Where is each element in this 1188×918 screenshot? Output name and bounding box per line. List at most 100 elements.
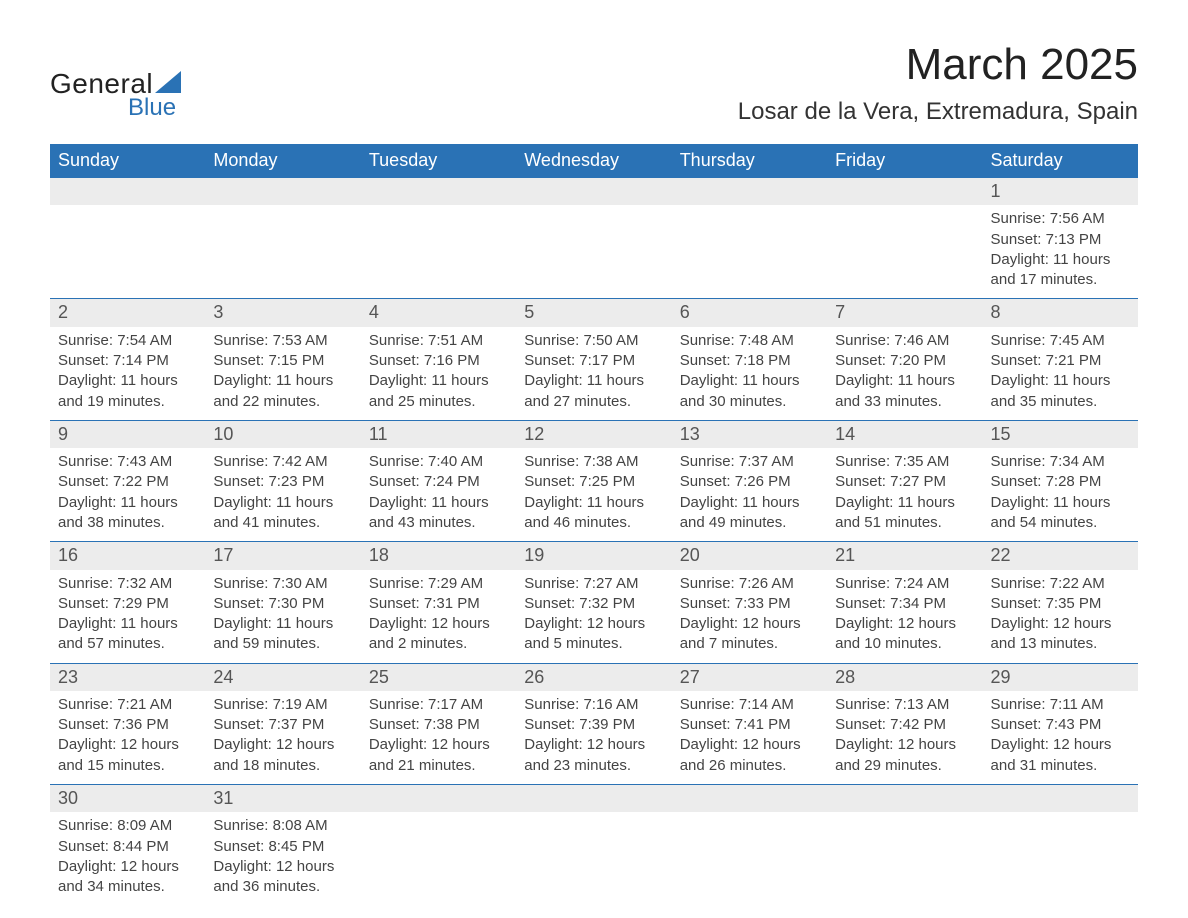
day-data	[672, 812, 827, 894]
day-number: 2	[50, 299, 205, 326]
day-cell-data	[516, 812, 671, 905]
day-number: 6	[672, 299, 827, 326]
day-cell-num: 8	[983, 299, 1138, 327]
day-number: 13	[672, 421, 827, 448]
day-number: 17	[205, 542, 360, 569]
day-data	[50, 205, 205, 287]
day-cell-num: 11	[361, 420, 516, 448]
day-data	[672, 205, 827, 287]
sunrise-text: Sunrise: 7:45 AM	[991, 331, 1130, 351]
sunrise-text: Sunrise: 7:19 AM	[213, 695, 352, 715]
daylight-text: Daylight: 12 hours and 36 minutes.	[213, 857, 352, 898]
day-data: Sunrise: 7:50 AMSunset: 7:17 PMDaylight:…	[516, 327, 671, 420]
day-data: Sunrise: 7:38 AMSunset: 7:25 PMDaylight:…	[516, 448, 671, 541]
daylight-text: Daylight: 11 hours and 17 minutes.	[991, 250, 1130, 291]
day-cell-num: 4	[361, 299, 516, 327]
daylight-text: Daylight: 12 hours and 7 minutes.	[680, 614, 819, 655]
day-data: Sunrise: 7:13 AMSunset: 7:42 PMDaylight:…	[827, 691, 982, 784]
day-cell-data: Sunrise: 7:14 AMSunset: 7:41 PMDaylight:…	[672, 691, 827, 785]
day-cell-data: Sunrise: 7:50 AMSunset: 7:17 PMDaylight:…	[516, 327, 671, 421]
day-cell-num: 17	[205, 542, 360, 570]
sunset-text: Sunset: 8:45 PM	[213, 837, 352, 857]
day-data: Sunrise: 7:29 AMSunset: 7:31 PMDaylight:…	[361, 570, 516, 663]
daylight-text: Daylight: 11 hours and 35 minutes.	[991, 371, 1130, 412]
day-cell-num	[516, 178, 671, 206]
daylight-text: Daylight: 11 hours and 25 minutes.	[369, 371, 508, 412]
sunrise-text: Sunrise: 7:40 AM	[369, 452, 508, 472]
day-cell-data	[516, 205, 671, 299]
day-cell-num: 22	[983, 542, 1138, 570]
sunrise-text: Sunrise: 7:11 AM	[991, 695, 1130, 715]
daylight-text: Daylight: 11 hours and 19 minutes.	[58, 371, 197, 412]
sunrise-text: Sunrise: 7:56 AM	[991, 209, 1130, 229]
day-cell-data: Sunrise: 7:43 AMSunset: 7:22 PMDaylight:…	[50, 448, 205, 542]
day-data: Sunrise: 7:24 AMSunset: 7:34 PMDaylight:…	[827, 570, 982, 663]
day-number	[983, 785, 1138, 807]
day-cell-data: Sunrise: 7:48 AMSunset: 7:18 PMDaylight:…	[672, 327, 827, 421]
day-cell-num	[50, 178, 205, 206]
day-cell-num	[672, 784, 827, 812]
daylight-text: Daylight: 11 hours and 38 minutes.	[58, 493, 197, 534]
sunset-text: Sunset: 7:42 PM	[835, 715, 974, 735]
day-cell-data: Sunrise: 7:53 AMSunset: 7:15 PMDaylight:…	[205, 327, 360, 421]
sunset-text: Sunset: 8:44 PM	[58, 837, 197, 857]
day-number	[361, 785, 516, 807]
day-data: Sunrise: 7:45 AMSunset: 7:21 PMDaylight:…	[983, 327, 1138, 420]
sunset-text: Sunset: 7:28 PM	[991, 472, 1130, 492]
day-cell-data: Sunrise: 7:13 AMSunset: 7:42 PMDaylight:…	[827, 691, 982, 785]
day-cell-data	[827, 812, 982, 905]
day-data	[983, 812, 1138, 894]
daylight-text: Daylight: 12 hours and 31 minutes.	[991, 735, 1130, 776]
sunrise-text: Sunrise: 7:43 AM	[58, 452, 197, 472]
sunrise-text: Sunrise: 7:21 AM	[58, 695, 197, 715]
day-number: 3	[205, 299, 360, 326]
day-cell-data: Sunrise: 7:22 AMSunset: 7:35 PMDaylight:…	[983, 570, 1138, 664]
day-data: Sunrise: 7:54 AMSunset: 7:14 PMDaylight:…	[50, 327, 205, 420]
day-number: 30	[50, 785, 205, 812]
day-cell-data	[983, 812, 1138, 905]
sunset-text: Sunset: 7:13 PM	[991, 230, 1130, 250]
day-cell-num: 20	[672, 542, 827, 570]
day-cell-num: 19	[516, 542, 671, 570]
sunrise-text: Sunrise: 7:27 AM	[524, 574, 663, 594]
sunset-text: Sunset: 7:29 PM	[58, 594, 197, 614]
sunset-text: Sunset: 7:26 PM	[680, 472, 819, 492]
sunset-text: Sunset: 7:16 PM	[369, 351, 508, 371]
sunset-text: Sunset: 7:18 PM	[680, 351, 819, 371]
weekday-header: Friday	[827, 144, 982, 178]
sunset-text: Sunset: 7:41 PM	[680, 715, 819, 735]
weekday-header: Sunday	[50, 144, 205, 178]
day-cell-data: Sunrise: 7:40 AMSunset: 7:24 PMDaylight:…	[361, 448, 516, 542]
day-cell-data: Sunrise: 8:09 AMSunset: 8:44 PMDaylight:…	[50, 812, 205, 905]
daynum-row: 1	[50, 178, 1138, 206]
daylight-text: Daylight: 12 hours and 5 minutes.	[524, 614, 663, 655]
day-cell-num: 16	[50, 542, 205, 570]
day-number: 7	[827, 299, 982, 326]
day-cell-num: 13	[672, 420, 827, 448]
day-number: 29	[983, 664, 1138, 691]
sunset-text: Sunset: 7:21 PM	[991, 351, 1130, 371]
daylight-text: Daylight: 11 hours and 49 minutes.	[680, 493, 819, 534]
sunset-text: Sunset: 7:14 PM	[58, 351, 197, 371]
day-number	[205, 178, 360, 200]
sunrise-text: Sunrise: 7:29 AM	[369, 574, 508, 594]
day-cell-data: Sunrise: 7:17 AMSunset: 7:38 PMDaylight:…	[361, 691, 516, 785]
day-number: 12	[516, 421, 671, 448]
daydata-row: Sunrise: 7:32 AMSunset: 7:29 PMDaylight:…	[50, 570, 1138, 664]
sunset-text: Sunset: 7:43 PM	[991, 715, 1130, 735]
sunset-text: Sunset: 7:25 PM	[524, 472, 663, 492]
sunrise-text: Sunrise: 7:26 AM	[680, 574, 819, 594]
day-cell-data	[50, 205, 205, 299]
daylight-text: Daylight: 11 hours and 46 minutes.	[524, 493, 663, 534]
sunset-text: Sunset: 7:36 PM	[58, 715, 197, 735]
day-cell-data: Sunrise: 7:30 AMSunset: 7:30 PMDaylight:…	[205, 570, 360, 664]
calendar-body: 1Sunrise: 7:56 AMSunset: 7:13 PMDaylight…	[50, 178, 1138, 906]
day-data: Sunrise: 7:27 AMSunset: 7:32 PMDaylight:…	[516, 570, 671, 663]
day-number: 24	[205, 664, 360, 691]
day-cell-num: 18	[361, 542, 516, 570]
day-number: 21	[827, 542, 982, 569]
day-cell-num	[672, 178, 827, 206]
day-cell-num: 12	[516, 420, 671, 448]
day-cell-num: 26	[516, 663, 671, 691]
daydata-row: Sunrise: 7:56 AMSunset: 7:13 PMDaylight:…	[50, 205, 1138, 299]
